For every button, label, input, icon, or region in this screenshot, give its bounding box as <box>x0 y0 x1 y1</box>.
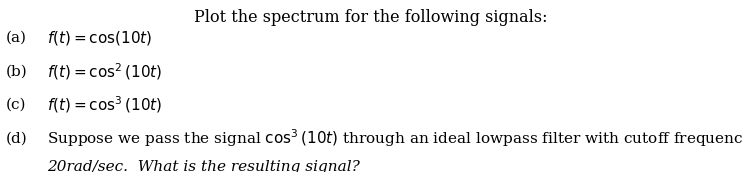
Text: (c): (c) <box>6 98 27 112</box>
Text: (b): (b) <box>6 64 27 78</box>
Text: Plot the spectrum for the following signals:: Plot the spectrum for the following sign… <box>194 9 548 26</box>
Text: (d): (d) <box>6 131 27 146</box>
Text: $f(t) = \cos(10t)$: $f(t) = \cos(10t)$ <box>47 29 152 47</box>
Text: Suppose we pass the signal $\cos^3(10t)$ through an ideal lowpass filter with cu: Suppose we pass the signal $\cos^3(10t)$… <box>47 128 742 149</box>
Text: $f(t) = \cos^2(10t)$: $f(t) = \cos^2(10t)$ <box>47 61 162 82</box>
Text: 20rad/sec.  What is the resulting signal?: 20rad/sec. What is the resulting signal? <box>47 160 359 172</box>
Text: (a): (a) <box>6 31 27 45</box>
Text: $f(t) = \cos^3(10t)$: $f(t) = \cos^3(10t)$ <box>47 95 162 115</box>
